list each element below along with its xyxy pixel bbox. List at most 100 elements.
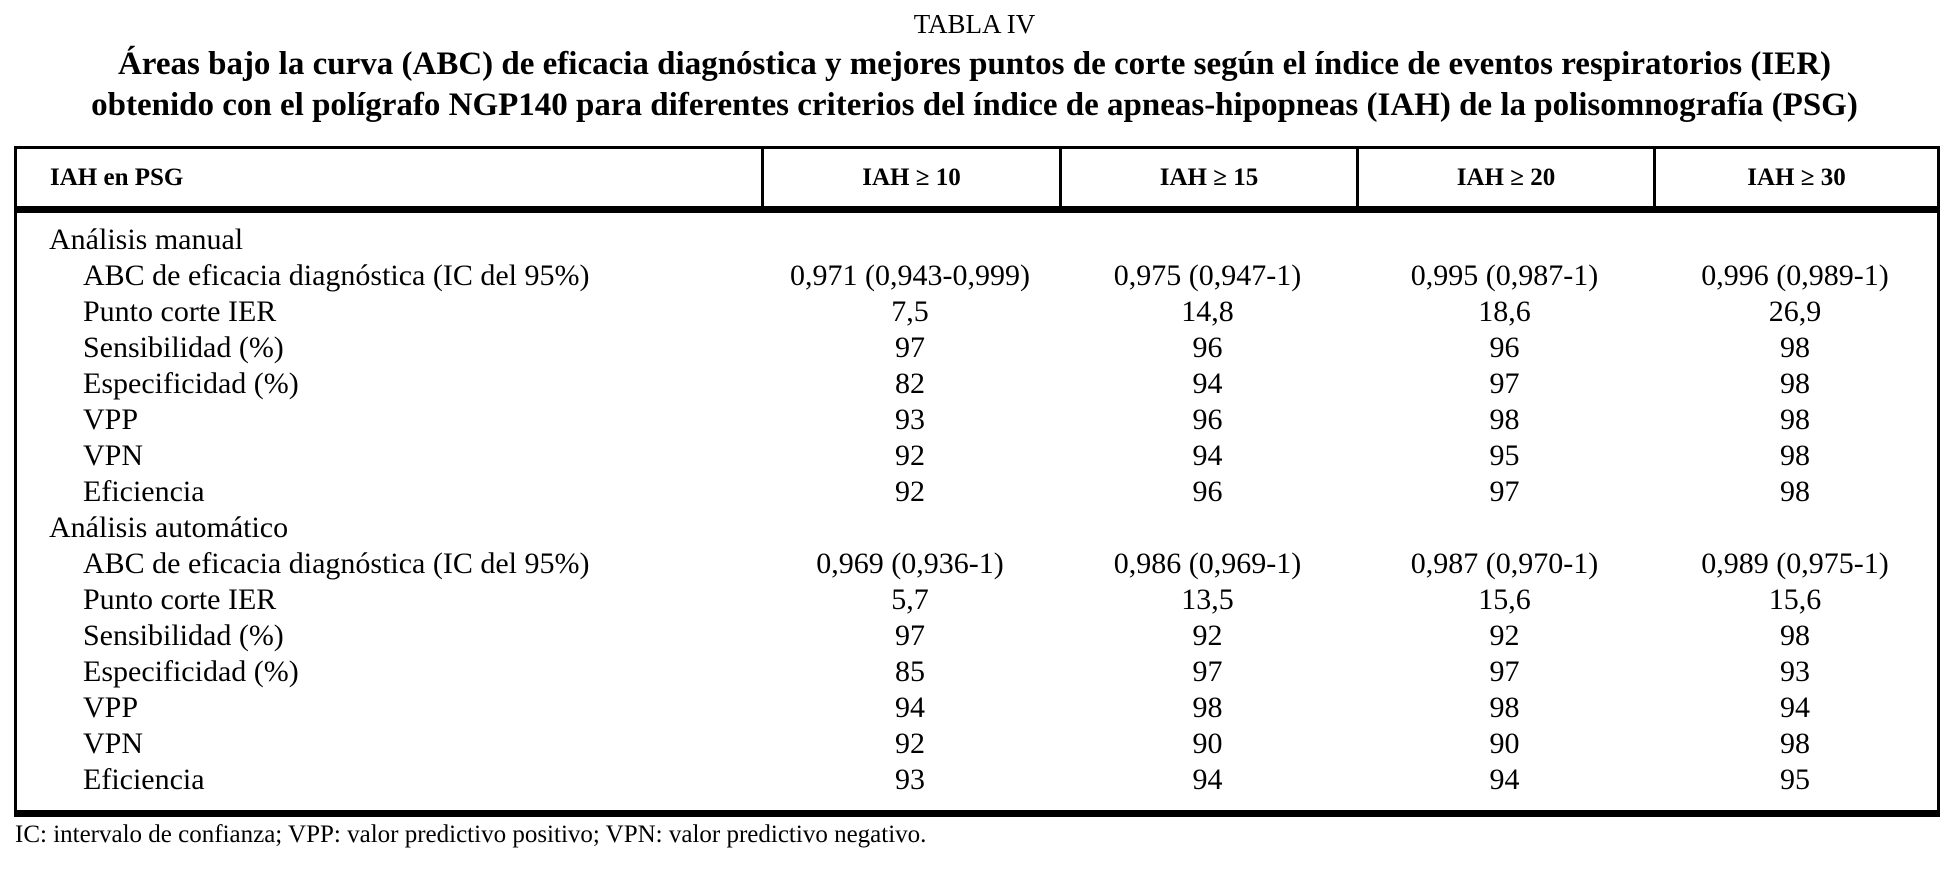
cell-value: 0,987 (0,970-1)	[1410, 547, 1599, 580]
cell-value: 92	[895, 727, 925, 760]
cell-value: 0,989 (0,975-1)	[1701, 547, 1889, 580]
section-header: Análisis automático	[49, 511, 289, 544]
table-row: Sensibilidad (%) 97 96 96 98	[17, 330, 1937, 366]
cell-value: 92	[1192, 619, 1223, 652]
cell-value: 0,996 (0,989-1)	[1701, 259, 1889, 292]
row-label: ABC de eficacia diagnóstica (IC del 95%)	[83, 547, 590, 580]
cell-value: 7,5	[891, 295, 929, 328]
table-number: TABLA IV	[913, 9, 1036, 39]
cell-value: 98	[1780, 331, 1810, 364]
cell-value: 98	[1780, 367, 1810, 400]
cell-value: 0,971 (0,943-0,999)	[790, 259, 1030, 292]
row-label: Sensibilidad (%)	[83, 619, 284, 652]
column-header-iah-30: IAH ≥ 30	[1653, 149, 1937, 206]
cell-value: 0,995 (0,987-1)	[1410, 259, 1599, 292]
column-header-iah-20: IAH ≥ 20	[1356, 149, 1653, 206]
cell-value: 0,969 (0,936-1)	[816, 547, 1004, 580]
row-label: ABC de eficacia diagnóstica (IC del 95%)	[83, 259, 590, 292]
table-title-line-2: obtenido con el polígrafo NGP140 para di…	[91, 87, 1858, 123]
table-row: ABC de eficacia diagnóstica (IC del 95%)…	[17, 258, 1937, 294]
cell-value: 93	[895, 763, 925, 796]
cell-value: 98	[1489, 403, 1520, 436]
cell-value: 93	[895, 403, 925, 436]
cell-value: 97	[1489, 367, 1520, 400]
cell-value: 94	[1780, 691, 1810, 724]
cell-value: 18,6	[1478, 295, 1531, 328]
cell-value: 96	[1489, 331, 1520, 364]
cell-value: 92	[1489, 619, 1520, 652]
row-label: VPP	[83, 691, 139, 724]
cell-value: 97	[895, 619, 925, 652]
table-row: Punto corte IER 7,5 14,8 18,6 26,9	[17, 294, 1937, 330]
cell-value: 15,6	[1478, 583, 1531, 616]
cell-value: 94	[1489, 763, 1520, 796]
cell-value: 0,975 (0,947-1)	[1113, 259, 1302, 292]
table-row: Eficiencia 93 94 94 95	[17, 762, 1937, 798]
cell-value: 96	[1192, 475, 1223, 508]
section-row: Análisis automático	[17, 510, 1937, 546]
table-row: VPP 94 98 98 94	[17, 690, 1937, 726]
results-table: IAH en PSG IAH ≥ 10 IAH ≥ 15 IAH ≥ 20 IA…	[14, 146, 1940, 817]
table-body: Análisis manual ABC de eficacia diagnósti…	[17, 213, 1937, 810]
table-row: Especificidad (%) 85 97 97 93	[17, 654, 1937, 690]
cell-value: 94	[1192, 763, 1223, 796]
row-label: VPP	[83, 403, 139, 436]
cell-value: 85	[895, 655, 925, 688]
row-label: Especificidad (%)	[83, 367, 299, 400]
column-header-iah-15: IAH ≥ 15	[1059, 149, 1356, 206]
table-row: Eficiencia 92 96 97 98	[17, 474, 1937, 510]
row-label: Eficiencia	[83, 475, 205, 508]
cell-value: 26,9	[1768, 295, 1822, 328]
cell-value: 98	[1780, 619, 1810, 652]
cell-value: 90	[1192, 727, 1223, 760]
row-label: Sensibilidad (%)	[83, 331, 284, 364]
table-title: Áreas bajo la curva (ABC) de eficacia di…	[0, 44, 1949, 126]
row-label: Especificidad (%)	[83, 655, 299, 688]
cell-value: 82	[895, 367, 925, 400]
cell-value: 93	[1780, 655, 1810, 688]
cell-value: 98	[1780, 403, 1810, 436]
table-row: Sensibilidad (%) 97 92 92 98	[17, 618, 1937, 654]
row-label: VPN	[83, 439, 144, 472]
cell-value: 94	[1192, 439, 1223, 472]
table-row: Punto corte IER 5,7 13,5 15,6 15,6	[17, 582, 1937, 618]
table-title-line-1: Áreas bajo la curva (ABC) de eficacia di…	[117, 46, 1832, 82]
cell-value: 92	[895, 439, 925, 472]
column-header-iah-en-psg: IAH en PSG	[50, 163, 184, 191]
cell-value: 0,986 (0,969-1)	[1113, 547, 1302, 580]
cell-value: 14,8	[1181, 295, 1234, 328]
section-header: Análisis manual	[49, 223, 244, 256]
cell-value: 94	[1192, 367, 1223, 400]
cell-value: 98	[1780, 439, 1810, 472]
cell-value: 95	[1489, 439, 1520, 472]
table-row: VPN 92 90 90 98	[17, 726, 1937, 762]
cell-value: 98	[1780, 727, 1810, 760]
cell-value: 90	[1489, 727, 1520, 760]
cell-value: 97	[1489, 475, 1520, 508]
row-label: VPN	[83, 727, 144, 760]
cell-value: 95	[1780, 763, 1810, 796]
table-row: Especificidad (%) 82 94 97 98	[17, 366, 1937, 402]
cell-value: 97	[1192, 655, 1223, 688]
cell-value: 5,7	[891, 583, 929, 616]
cell-value: 94	[895, 691, 925, 724]
cell-value: 98	[1780, 475, 1810, 508]
cell-value: 97	[1489, 655, 1520, 688]
cell-value: 15,6	[1768, 583, 1822, 616]
cell-value: 96	[1192, 331, 1223, 364]
table-row: VPN 92 94 95 98	[17, 438, 1937, 474]
section-row: Análisis manual	[17, 222, 1937, 258]
row-label: Eficiencia	[83, 763, 205, 796]
cell-value: 97	[895, 331, 925, 364]
table-row: VPP 93 96 98 98	[17, 402, 1937, 438]
table-footnote: IC: intervalo de confianza; VPP: valor p…	[15, 821, 927, 848]
table-row: ABC de eficacia diagnóstica (IC del 95%)…	[17, 546, 1937, 582]
table-header-row: IAH en PSG IAH ≥ 10 IAH ≥ 15 IAH ≥ 20 IA…	[17, 149, 1937, 213]
cell-value: 98	[1192, 691, 1223, 724]
cell-value: 92	[895, 475, 925, 508]
cell-value: 96	[1192, 403, 1223, 436]
cell-value: 98	[1489, 691, 1520, 724]
row-label: Punto corte IER	[83, 295, 277, 328]
cell-value: 13,5	[1181, 583, 1234, 616]
